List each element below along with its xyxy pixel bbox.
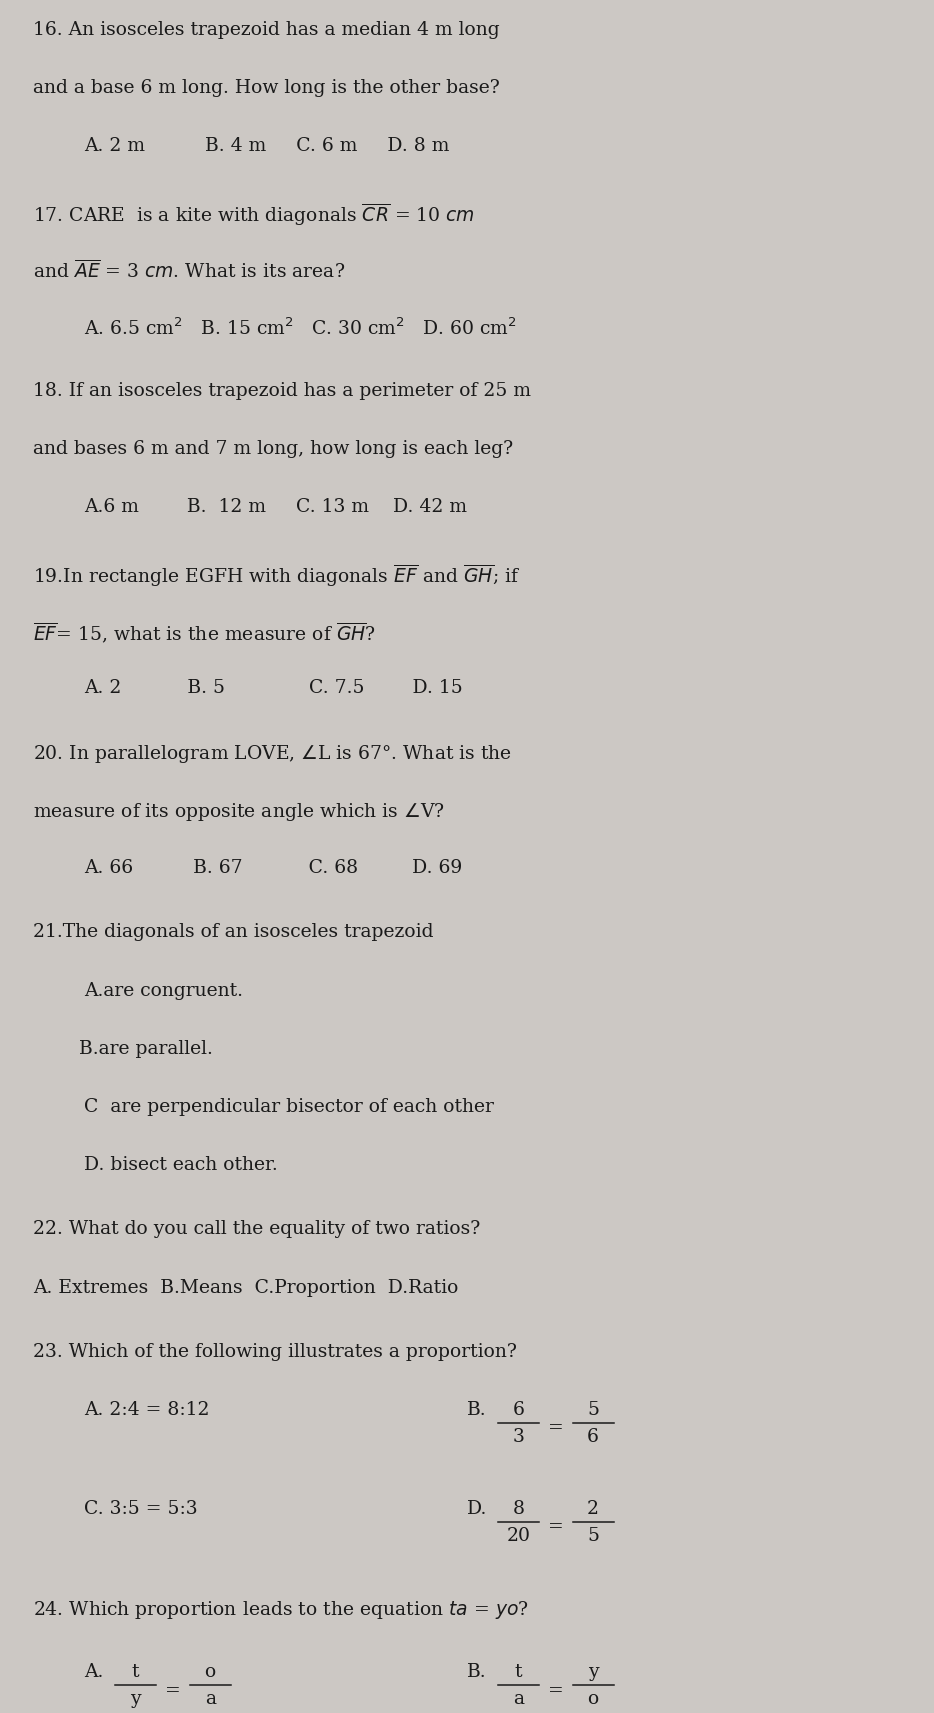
Text: A.6 m        B.  12 m     C. 13 m    D. 42 m: A.6 m B. 12 m C. 13 m D. 42 m [84,498,467,516]
Text: A. 66          B. 67           C. 68         D. 69: A. 66 B. 67 C. 68 D. 69 [84,860,462,877]
Text: A.are congruent.: A.are congruent. [84,982,243,1000]
Text: 6: 6 [587,1429,599,1446]
Text: =: = [548,1682,563,1699]
Text: and $\overline{AE}$ = 3 $cm$. What is its area?: and $\overline{AE}$ = 3 $cm$. What is it… [33,259,345,283]
Text: 19.In rectangle EGFH with diagonals $\overline{EF}$ and $\overline{GH}$; if: 19.In rectangle EGFH with diagonals $\ov… [33,562,520,589]
Text: 20. In parallelogram LOVE, $\angle$L is 67°. What is the: 20. In parallelogram LOVE, $\angle$L is … [33,743,512,764]
Text: A. Extremes  B.Means  C.Proportion  D.Ratio: A. Extremes B.Means C.Proportion D.Ratio [33,1278,458,1297]
Text: and a base 6 m long. How long is the other base?: and a base 6 m long. How long is the oth… [33,79,500,98]
Text: o: o [587,1691,599,1708]
Text: y: y [587,1663,599,1680]
Text: y: y [130,1691,141,1708]
Text: $\overline{EF}$= 15, what is the measure of $\overline{GH}$?: $\overline{EF}$= 15, what is the measure… [33,620,375,646]
Text: C  are perpendicular bisector of each other: C are perpendicular bisector of each oth… [84,1098,494,1117]
Text: 16. An isosceles trapezoid has a median 4 m long: 16. An isosceles trapezoid has a median … [33,21,500,39]
Text: a: a [513,1691,524,1708]
Text: 6: 6 [513,1401,524,1418]
Text: 20: 20 [506,1528,531,1545]
Text: B.are parallel.: B.are parallel. [79,1040,213,1059]
Text: 23. Which of the following illustrates a proportion?: 23. Which of the following illustrates a… [33,1343,517,1360]
Text: 22. What do you call the equality of two ratios?: 22. What do you call the equality of two… [33,1220,480,1238]
Text: B.: B. [467,1663,487,1680]
Text: 17. CARE  is a kite with diagonals $\overline{CR}$ = 10 $cm$: 17. CARE is a kite with diagonals $\over… [33,200,474,228]
Text: 8: 8 [513,1501,524,1518]
Text: A. 2:4 = 8:12: A. 2:4 = 8:12 [84,1401,209,1418]
Text: 3: 3 [513,1429,524,1446]
Text: B.: B. [467,1401,487,1418]
Text: =: = [165,1682,180,1699]
Text: 21.The diagonals of an isosceles trapezoid: 21.The diagonals of an isosceles trapezo… [33,923,433,942]
Text: A. 2           B. 5              C. 7.5        D. 15: A. 2 B. 5 C. 7.5 D. 15 [84,678,463,697]
Text: o: o [205,1663,216,1680]
Text: A. 2 m          B. 4 m     C. 6 m     D. 8 m: A. 2 m B. 4 m C. 6 m D. 8 m [84,137,449,156]
Text: measure of its opposite angle which is $\angle$V?: measure of its opposite angle which is $… [33,802,445,822]
Text: and bases 6 m and 7 m long, how long is each leg?: and bases 6 m and 7 m long, how long is … [33,440,513,457]
Text: D.: D. [467,1501,488,1518]
Text: 5: 5 [587,1401,599,1418]
Text: t: t [515,1663,522,1680]
Text: A.: A. [84,1663,104,1680]
Text: C. 3:5 = 5:3: C. 3:5 = 5:3 [84,1501,198,1518]
Text: D. bisect each other.: D. bisect each other. [84,1156,277,1175]
Text: =: = [548,1420,563,1437]
Text: a: a [205,1691,216,1708]
Text: A. 6.5 cm$^2$   B. 15 cm$^2$   C. 30 cm$^2$   D. 60 cm$^2$: A. 6.5 cm$^2$ B. 15 cm$^2$ C. 30 cm$^2$ … [84,317,517,339]
Text: 24. Which proportion leads to the equation $ta$ = $yo$?: 24. Which proportion leads to the equati… [33,1598,529,1620]
Text: =: = [548,1518,563,1537]
Text: 18. If an isosceles trapezoid has a perimeter of 25 m: 18. If an isosceles trapezoid has a peri… [33,382,531,399]
Text: 2: 2 [587,1501,599,1518]
Text: t: t [132,1663,139,1680]
Text: 5: 5 [587,1528,599,1545]
